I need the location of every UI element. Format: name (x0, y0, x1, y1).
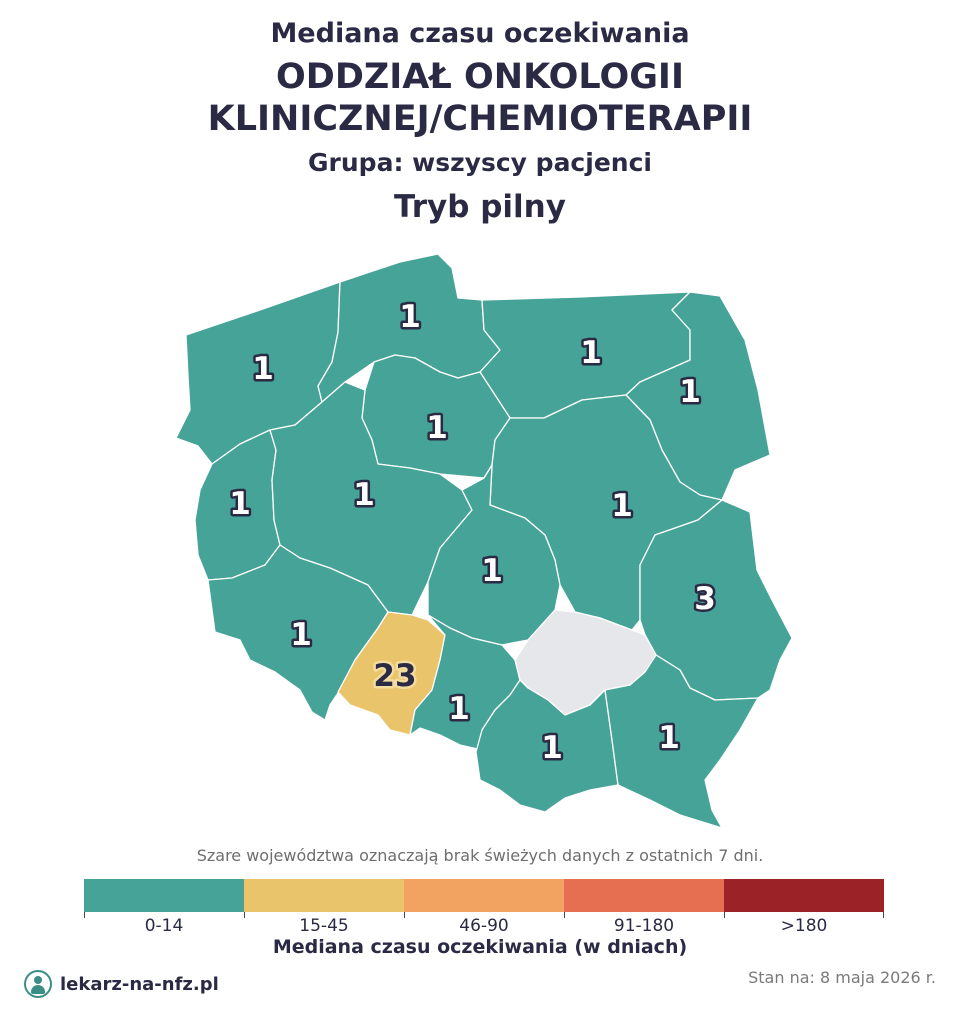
legend-swatch-over-180 (724, 879, 884, 912)
data-date: Stan na: 8 maja 2026 r. (748, 968, 936, 987)
region-value-pomorskie: 1 (399, 299, 421, 335)
legend-color-bar (84, 879, 884, 912)
legend-label: 46-90 (459, 916, 509, 936)
legend-label: 15-45 (299, 916, 349, 936)
title-ward-part-1: ODDZIAŁ ONKOLOGII (276, 57, 684, 97)
title-line-2: ODDZIAŁ ONKOLOGII KLINICZNEJ/CHEMIOTERAP… (0, 56, 960, 140)
legend-swatch-0-14 (84, 879, 244, 912)
region-value-lubelskie: 3 (694, 581, 716, 617)
legend-ticks (84, 912, 884, 918)
mode-label: Tryb pilny (394, 189, 566, 225)
region-value-kujawsko-pomorskie: 1 (426, 410, 448, 446)
legend-labels: 0-14 15-45 46-90 91-180 >180 (84, 914, 884, 936)
region-value-malopolskie: 1 (541, 730, 563, 766)
region-value-opolskie: 23 (373, 658, 416, 694)
doctor-icon (24, 970, 52, 998)
region-value-podlaskie: 1 (679, 374, 701, 410)
poland-map: 1 1 1 1 1 1 1 1 1 3 1 23 1 1 1 (175, 253, 793, 829)
region-value-dolnoslaskie: 1 (290, 617, 312, 653)
legend-label: 91-180 (613, 916, 675, 936)
region-value-zachodniopomorskie: 1 (252, 351, 274, 387)
region-value-slaskie: 1 (448, 691, 470, 727)
region-value-warminsko-mazurskie: 1 (580, 335, 602, 371)
region-podkarpackie[interactable] (604, 654, 759, 829)
legend-title: Mediana czasu oczekiwania (w dniach) (272, 936, 688, 958)
patient-group-label: Grupa: wszyscy pacjenci (308, 148, 652, 177)
brand-name: lekarz-na-nfz.pl (60, 973, 219, 995)
legend-swatch-91-180 (564, 879, 724, 912)
region-value-wielkopolskie: 1 (353, 477, 375, 513)
legend-label: >180 (780, 916, 828, 936)
legend-label: 0-14 (144, 916, 184, 936)
region-value-podkarpackie: 1 (658, 720, 680, 756)
region-value-lubuskie: 1 (229, 486, 251, 522)
missing-data-note: Szare województwa oznaczają brak świeżyc… (196, 846, 764, 865)
legend-swatch-15-45 (244, 879, 404, 912)
legend-swatch-46-90 (404, 879, 564, 912)
title-ward-part-2: KLINICZNEJ/CHEMIOTERAPII (207, 99, 753, 139)
title-line-1: Mediana czasu oczekiwania (270, 18, 690, 49)
brand[interactable]: lekarz-na-nfz.pl (24, 970, 219, 998)
region-value-mazowieckie: 1 (611, 488, 633, 524)
region-value-lodzkie: 1 (481, 553, 503, 589)
